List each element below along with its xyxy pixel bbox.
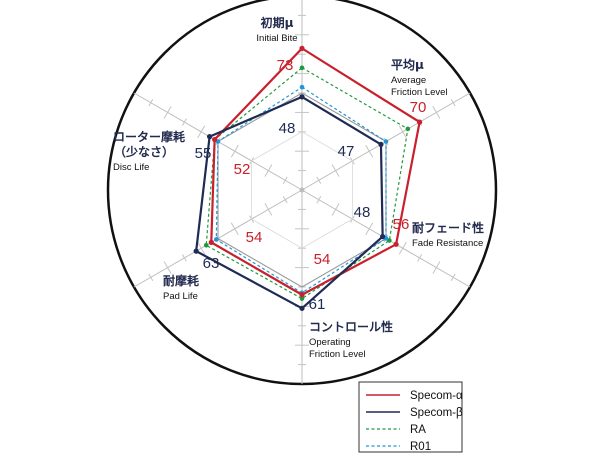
axis-tick bbox=[181, 118, 187, 126]
value-label-1-2: 48 bbox=[354, 204, 371, 221]
series-point-0 bbox=[299, 45, 305, 51]
axis-tick bbox=[230, 222, 239, 236]
series-point-1 bbox=[193, 248, 199, 254]
grid-hexagon bbox=[251, 131, 353, 249]
axis-tick bbox=[365, 222, 374, 236]
value-label-0-1: 70 bbox=[410, 99, 427, 116]
axis-title-en: Pad Life bbox=[163, 291, 198, 302]
axis-tick bbox=[450, 273, 456, 282]
axis-tick bbox=[316, 195, 322, 204]
axis-title-en: Friction Level bbox=[309, 349, 366, 360]
series-point-1 bbox=[378, 141, 384, 148]
axis-tick bbox=[282, 195, 288, 204]
center-dot bbox=[299, 187, 305, 193]
axis-title-en: Fade Resistance bbox=[412, 238, 483, 249]
axis-title-ja: コントロール性 bbox=[309, 319, 393, 334]
axis-title-ja: 平均μ bbox=[391, 57, 424, 72]
axis-tick bbox=[148, 273, 154, 282]
series-point-1 bbox=[299, 305, 305, 311]
axis-tick bbox=[197, 241, 206, 255]
axis-tick bbox=[163, 261, 172, 274]
value-label-1-5: 55 bbox=[195, 145, 212, 162]
axis-title-ja-sub: （少なさ） bbox=[114, 144, 174, 159]
series-point-2 bbox=[299, 65, 305, 71]
series-point-0 bbox=[299, 292, 305, 298]
series-point-1 bbox=[206, 134, 213, 140]
value-label-0-4: 54 bbox=[246, 229, 263, 246]
axis-title-en: Friction Level bbox=[391, 87, 448, 98]
axis-title-en: Initial Bite bbox=[256, 33, 297, 44]
axis-tick bbox=[331, 164, 340, 177]
legend-label-1: Specom-β bbox=[410, 407, 463, 419]
series-point-3 bbox=[299, 84, 305, 90]
value-label-1-0: 48 bbox=[279, 120, 296, 137]
axis-tick bbox=[148, 98, 154, 107]
axis-label-4: 耐摩耗 Pad Life bbox=[163, 273, 199, 302]
value-label-1-4: 63 bbox=[203, 255, 220, 272]
legend-label-2: RA bbox=[410, 424, 426, 436]
axis-tick bbox=[365, 144, 374, 158]
axis-tick bbox=[450, 98, 456, 107]
series-point-2 bbox=[299, 296, 305, 301]
axis-label-2: 耐フェード性 Fade Resistance bbox=[412, 220, 484, 249]
legend: Specom-α Specom-β RA R01 bbox=[358, 381, 463, 453]
series-point-2 bbox=[387, 238, 392, 243]
axis-title-ja: ローター摩耗 bbox=[113, 129, 185, 144]
value-labels: 73 70 56 54 54 52 48 47 48 61 63 55 bbox=[195, 57, 427, 313]
series-point-1 bbox=[380, 233, 386, 240]
series-point-0 bbox=[417, 119, 423, 125]
axis-tick bbox=[432, 106, 441, 119]
value-label-1-3: 61 bbox=[309, 296, 326, 313]
value-label-0-5: 52 bbox=[234, 161, 251, 178]
series-point-0 bbox=[212, 136, 218, 143]
axis-title-en: Average bbox=[391, 75, 426, 86]
series-point-3 bbox=[214, 237, 219, 242]
axis-title-ja: 耐フェード性 bbox=[412, 220, 484, 235]
axis-tick bbox=[230, 144, 239, 158]
series-lines bbox=[193, 45, 423, 311]
value-label-1-1: 47 bbox=[338, 143, 355, 160]
axis-tick bbox=[264, 164, 273, 177]
axis-title-en: Disc Life bbox=[113, 162, 149, 173]
value-label-0-2: 56 bbox=[393, 216, 410, 233]
axis-tick bbox=[163, 106, 172, 119]
axis-label-0: 初期μ Initial Bite bbox=[256, 15, 297, 44]
axis-tick bbox=[331, 203, 340, 216]
axis-tick bbox=[197, 125, 206, 139]
series-point-1 bbox=[299, 94, 305, 100]
value-label-0-0: 73 bbox=[277, 57, 294, 74]
legend-box bbox=[358, 381, 463, 453]
series-point-2 bbox=[203, 242, 209, 248]
legend-label-3: R01 bbox=[410, 441, 431, 453]
series-point-3 bbox=[383, 139, 389, 144]
value-label-0-3: 54 bbox=[314, 251, 331, 268]
axis-tick bbox=[398, 241, 407, 255]
axis-label-5: ローター摩耗（少なさ） Disc Life bbox=[113, 129, 185, 173]
axis-tick bbox=[282, 176, 288, 185]
legend-label-0: Specom-α bbox=[410, 390, 463, 402]
series-point-2 bbox=[405, 126, 411, 132]
axis-tick bbox=[316, 176, 322, 185]
series-point-0 bbox=[208, 239, 214, 245]
axis-tick bbox=[432, 261, 441, 274]
axis-tick bbox=[181, 254, 187, 262]
axis-tick bbox=[264, 203, 273, 216]
axis-tick bbox=[398, 125, 407, 139]
axis-title-en: Operating bbox=[309, 337, 351, 348]
series-point-0 bbox=[393, 241, 399, 247]
axis-title-ja: 初期μ bbox=[261, 15, 294, 30]
axis-tick bbox=[417, 254, 423, 262]
axis-title-ja: 耐摩耗 bbox=[163, 273, 199, 288]
